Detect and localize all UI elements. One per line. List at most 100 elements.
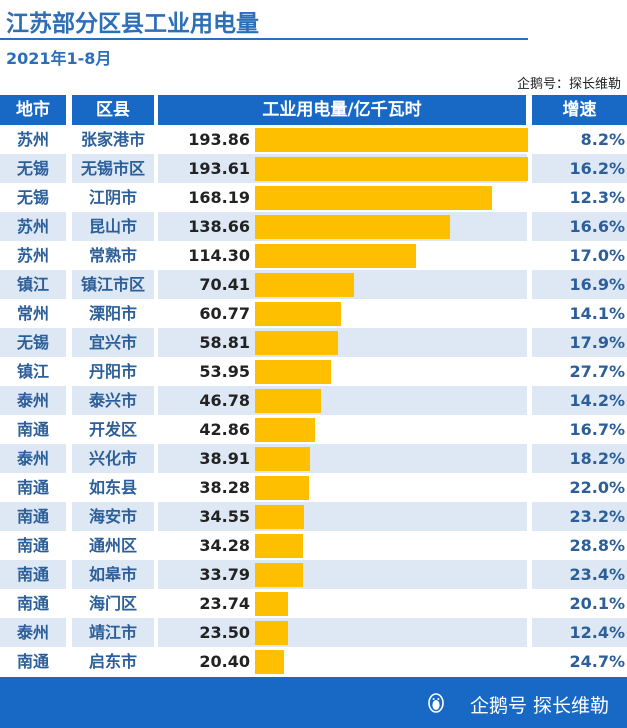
row-background xyxy=(72,589,154,618)
row-background xyxy=(0,444,66,473)
growth-label: 12.3% xyxy=(569,188,625,207)
city-label: 苏州 xyxy=(16,130,49,149)
row-background xyxy=(0,647,66,676)
row-background xyxy=(532,357,627,386)
growth-label: 20.1% xyxy=(569,594,625,613)
county-label: 如东县 xyxy=(88,478,137,497)
growth-label: 23.4% xyxy=(569,565,625,584)
value-label: 33.79 xyxy=(199,565,250,584)
table-row: 无锡 宜兴市 58.81 17.9% xyxy=(0,328,627,357)
footer-brand: 企鹅号 探长维勒 xyxy=(469,695,609,717)
row-background xyxy=(72,299,154,328)
row-background xyxy=(532,183,627,212)
growth-label: 24.7% xyxy=(569,652,625,671)
row-background xyxy=(532,531,627,560)
value-label: 38.28 xyxy=(199,478,250,497)
city-label: 南通 xyxy=(16,420,49,439)
growth-label: 22.0% xyxy=(569,478,625,497)
growth-label: 16.7% xyxy=(569,420,625,439)
table-row: 常州 溧阳市 60.77 14.1% xyxy=(0,299,627,328)
table-row: 苏州 张家港市 193.86 8.2% xyxy=(0,125,627,154)
county-label: 张家港市 xyxy=(80,130,145,149)
row-background xyxy=(0,531,66,560)
row-background xyxy=(0,415,66,444)
table-row: 无锡 无锡市区 193.61 16.2% xyxy=(0,154,627,183)
header-county: 区县 xyxy=(72,95,154,125)
row-background xyxy=(532,154,627,183)
row-background xyxy=(158,415,527,444)
county-label: 靖江市 xyxy=(88,623,137,642)
city-label: 南通 xyxy=(16,478,49,497)
city-label: 泰州 xyxy=(16,623,49,642)
city-label: 常州 xyxy=(16,304,49,323)
city-label: 南通 xyxy=(16,594,49,613)
county-label: 江阴市 xyxy=(88,188,137,207)
row-background xyxy=(532,589,627,618)
bar xyxy=(255,534,303,558)
row-background xyxy=(532,212,627,241)
bar xyxy=(255,244,416,268)
row-background xyxy=(72,415,154,444)
value-label: 34.28 xyxy=(199,536,250,555)
row-background xyxy=(0,183,66,212)
bar xyxy=(255,476,309,500)
row-background xyxy=(0,328,66,357)
growth-label: 18.2% xyxy=(569,449,625,468)
row-background xyxy=(0,473,66,502)
bar xyxy=(255,505,304,529)
value-label: 23.50 xyxy=(199,623,250,642)
city-label: 苏州 xyxy=(16,246,49,265)
county-label: 海门区 xyxy=(88,594,137,613)
table-row: 南通 如皋市 33.79 23.4% xyxy=(0,560,627,589)
city-label: 镇江 xyxy=(16,362,49,381)
county-label: 无锡市区 xyxy=(80,159,145,178)
row-background xyxy=(72,270,154,299)
value-label: 168.19 xyxy=(188,188,250,207)
row-background xyxy=(0,618,66,647)
county-label: 宜兴市 xyxy=(88,333,137,352)
growth-label: 12.4% xyxy=(569,623,625,642)
row-background xyxy=(72,386,154,415)
county-label: 启东市 xyxy=(88,652,137,671)
row-background xyxy=(532,647,627,676)
value-label: 138.66 xyxy=(188,217,250,236)
row-background xyxy=(0,386,66,415)
bar xyxy=(255,418,315,442)
table-row: 南通 海门区 23.74 20.1% xyxy=(0,589,627,618)
table-row: 泰州 靖江市 23.50 12.4% xyxy=(0,618,627,647)
chart-title: 江苏部分区县工业用电量 xyxy=(6,11,259,37)
value-label: 53.95 xyxy=(199,362,250,381)
bar xyxy=(255,331,338,355)
row-background xyxy=(72,154,154,183)
row-background xyxy=(72,560,154,589)
row-background xyxy=(72,241,154,270)
table-row: 南通 启东市 20.40 24.7% xyxy=(0,647,627,676)
value-label: 58.81 xyxy=(199,333,250,352)
bar xyxy=(255,186,492,210)
row-background xyxy=(158,589,527,618)
row-background xyxy=(0,299,66,328)
growth-label: 14.2% xyxy=(569,391,625,410)
city-label: 镇江 xyxy=(16,275,49,294)
value-label: 193.61 xyxy=(188,159,250,178)
city-label: 无锡 xyxy=(16,188,49,207)
row-background xyxy=(72,212,154,241)
value-label: 70.41 xyxy=(199,275,250,294)
city-label: 南通 xyxy=(16,565,49,584)
value-label: 193.86 xyxy=(188,130,250,149)
row-background xyxy=(72,357,154,386)
table-row: 苏州 昆山市 138.66 16.6% xyxy=(0,212,627,241)
growth-label: 17.0% xyxy=(569,246,625,265)
city-label: 南通 xyxy=(16,536,49,555)
growth-label: 16.6% xyxy=(569,217,625,236)
bar xyxy=(255,128,528,152)
row-background xyxy=(532,618,627,647)
row-background xyxy=(0,212,66,241)
row-background xyxy=(72,125,154,154)
table-row: 镇江 丹阳市 53.95 27.7% xyxy=(0,357,627,386)
row-background xyxy=(72,647,154,676)
table-row: 苏州 常熟市 114.30 17.0% xyxy=(0,241,627,270)
header-value: 工业用电量/亿千瓦时 xyxy=(158,95,526,125)
county-label: 常熟市 xyxy=(88,246,137,265)
city-label: 苏州 xyxy=(16,217,49,236)
